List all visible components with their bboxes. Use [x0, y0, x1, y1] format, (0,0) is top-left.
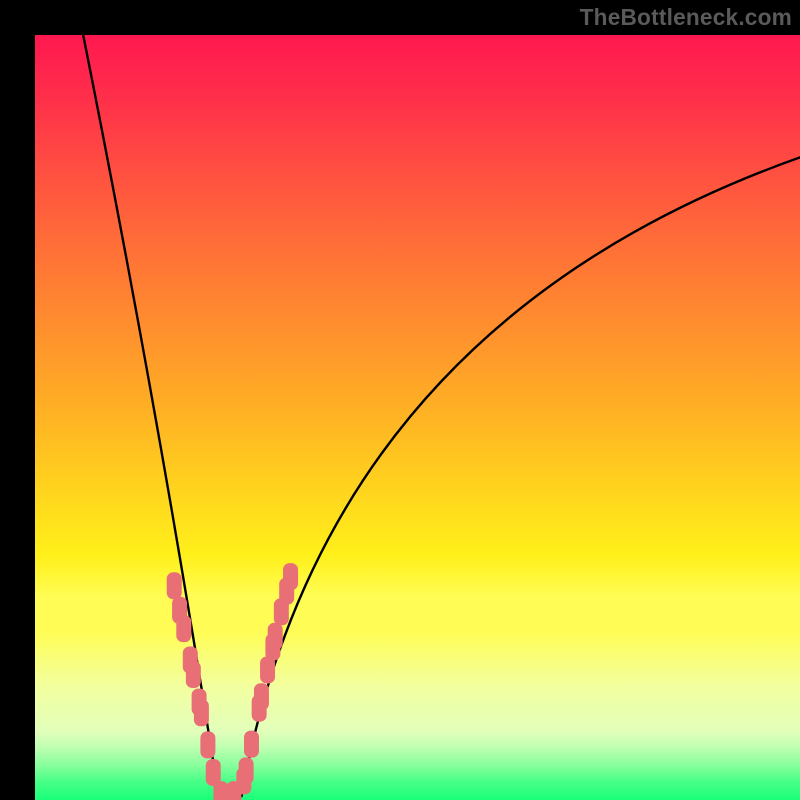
data-marker — [167, 573, 181, 599]
data-marker — [244, 731, 258, 757]
curve-right-branch — [242, 157, 800, 796]
data-marker — [284, 564, 298, 590]
data-marker — [186, 662, 200, 688]
data-marker — [268, 623, 282, 649]
data-marker — [261, 657, 275, 683]
watermark-text: TheBottleneck.com — [580, 4, 792, 31]
data-marker — [214, 782, 228, 800]
data-marker — [201, 732, 215, 758]
plot-area — [35, 35, 800, 800]
data-marker — [239, 758, 253, 784]
data-marker — [194, 700, 208, 726]
data-marker — [254, 684, 268, 710]
chart-svg — [35, 35, 800, 800]
data-marker — [177, 616, 191, 642]
